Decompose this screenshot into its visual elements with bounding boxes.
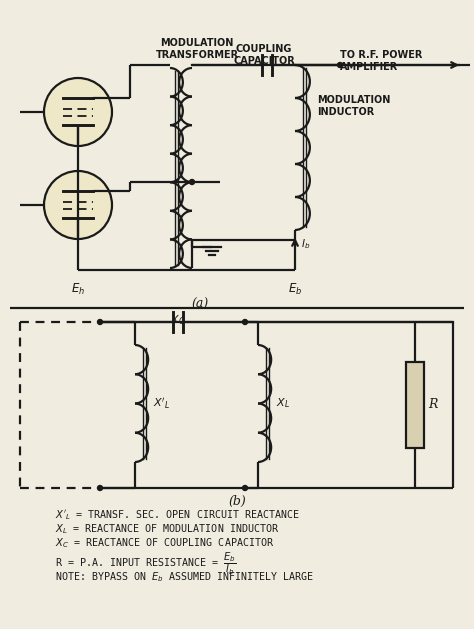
Text: $X_L$ = REACTANCE OF MODULATION INDUCTOR: $X_L$ = REACTANCE OF MODULATION INDUCTOR <box>55 522 279 536</box>
Text: R = P.A. INPUT RESISTANCE = $\dfrac{E_b}{I_b}$: R = P.A. INPUT RESISTANCE = $\dfrac{E_b}… <box>55 550 237 577</box>
Circle shape <box>337 62 343 67</box>
Text: R: R <box>428 399 438 411</box>
Circle shape <box>243 320 247 325</box>
Circle shape <box>44 171 112 239</box>
Text: MODULATION
TRANSFORMER: MODULATION TRANSFORMER <box>155 38 238 60</box>
Text: $I_b$: $I_b$ <box>301 237 310 251</box>
Text: (b): (b) <box>228 495 246 508</box>
Text: $X'_L$ = TRANSF. SEC. OPEN CIRCUIT REACTANCE: $X'_L$ = TRANSF. SEC. OPEN CIRCUIT REACT… <box>55 508 300 522</box>
Text: $X'_L$: $X'_L$ <box>153 396 170 411</box>
Circle shape <box>98 486 102 491</box>
Text: COUPLING
CAPACITOR: COUPLING CAPACITOR <box>233 44 295 65</box>
Text: TO R.F. POWER
AMPLIFIER: TO R.F. POWER AMPLIFIER <box>340 50 422 72</box>
Text: NOTE: BYPASS ON $E_b$ ASSUMED INFINITELY LARGE: NOTE: BYPASS ON $E_b$ ASSUMED INFINITELY… <box>55 570 314 584</box>
Text: $X_L$: $X_L$ <box>276 397 290 410</box>
Text: MODULATION
INDUCTOR: MODULATION INDUCTOR <box>317 95 391 116</box>
Text: $X_C$ = REACTANCE OF COUPLING CAPACITOR: $X_C$ = REACTANCE OF COUPLING CAPACITOR <box>55 536 274 550</box>
Text: $E_h$: $E_h$ <box>71 282 85 297</box>
Circle shape <box>98 320 102 325</box>
Text: $E_b$: $E_b$ <box>288 282 302 297</box>
Text: $X_C$: $X_C$ <box>170 313 186 327</box>
Text: (a): (a) <box>191 298 209 311</box>
Circle shape <box>44 78 112 146</box>
Bar <box>406 362 424 448</box>
Circle shape <box>190 179 194 184</box>
Circle shape <box>243 486 247 491</box>
